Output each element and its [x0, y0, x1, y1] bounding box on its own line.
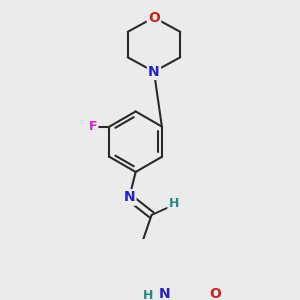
Text: O: O: [209, 287, 221, 300]
Text: N: N: [148, 64, 160, 79]
Text: F: F: [88, 120, 97, 133]
Text: O: O: [148, 11, 160, 25]
Text: H: H: [143, 289, 154, 300]
Text: N: N: [158, 287, 170, 300]
Text: H: H: [169, 197, 179, 210]
Text: N: N: [124, 190, 135, 204]
